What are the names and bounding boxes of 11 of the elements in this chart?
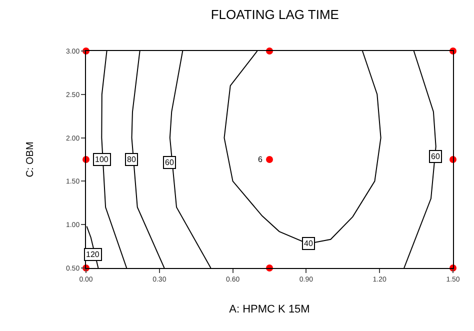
annotation: 6 — [258, 155, 263, 164]
annotation: 40 — [304, 239, 314, 248]
y-axis-title: C: OBM — [24, 142, 36, 178]
point — [266, 156, 273, 163]
annotation: 100 — [95, 155, 109, 164]
chart-title: FLOATING LAG TIME — [210, 7, 340, 22]
annotation: 120 — [86, 250, 100, 259]
annotation: 60 — [165, 158, 174, 167]
annotation: 60 — [431, 152, 440, 161]
annotation: 80 — [127, 155, 136, 164]
x-axis-title: A: HPMC K 15M — [229, 304, 310, 316]
